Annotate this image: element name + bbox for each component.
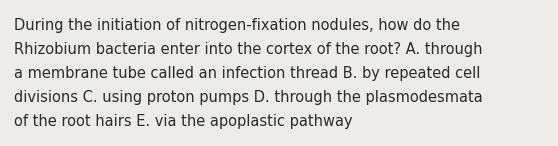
Text: of the root hairs E. via the apoplastic pathway: of the root hairs E. via the apoplastic … bbox=[14, 114, 353, 129]
Text: a membrane tube called an infection thread B. by repeated cell: a membrane tube called an infection thre… bbox=[14, 66, 480, 81]
Text: Rhizobium bacteria enter into the cortex of the root? A. through: Rhizobium bacteria enter into the cortex… bbox=[14, 42, 483, 57]
Text: divisions C. using proton pumps D. through the plasmodesmata: divisions C. using proton pumps D. throu… bbox=[14, 90, 483, 105]
Text: During the initiation of nitrogen-fixation nodules, how do the: During the initiation of nitrogen-fixati… bbox=[14, 18, 460, 33]
